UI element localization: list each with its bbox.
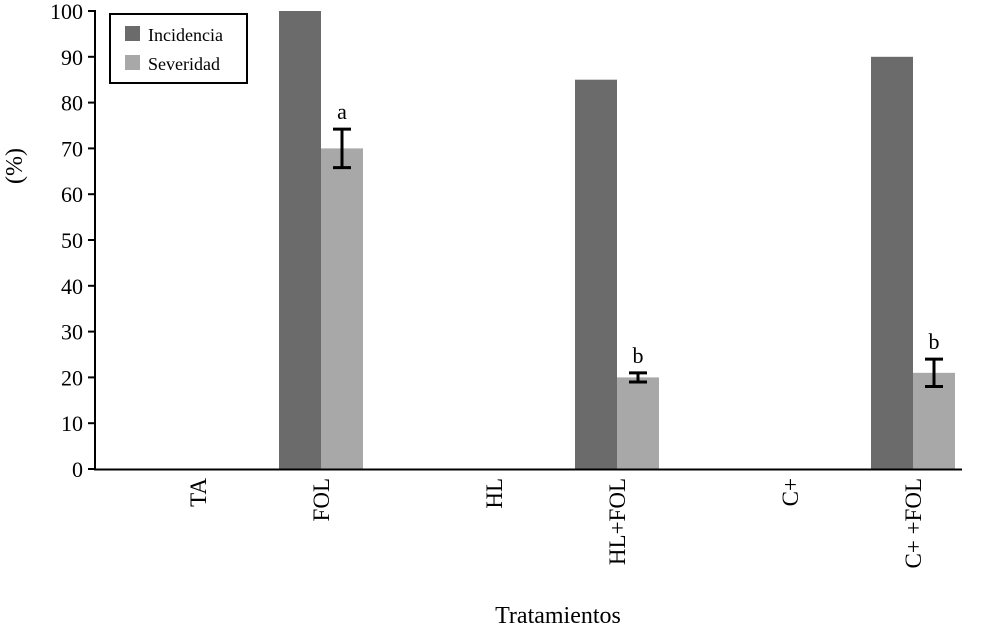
legend-swatch-incidencia — [125, 26, 140, 41]
bar-incidencia — [575, 79, 617, 469]
x-tick-label: HL — [482, 478, 507, 509]
bar-severidad — [913, 372, 955, 469]
x-tick-label: TA — [186, 478, 211, 507]
y-tick-label: 90 — [61, 45, 83, 70]
x-tick-label: C+ +FOL — [901, 478, 926, 568]
y-tick-label: 60 — [61, 182, 83, 207]
significance-label: b — [633, 343, 644, 368]
legend-swatch-severidad — [125, 55, 140, 70]
legend: Incidencia Severidad — [109, 13, 248, 84]
y-tick-label: 10 — [61, 411, 83, 436]
y-tick-label: 100 — [50, 0, 83, 24]
x-tick-label: FOL — [309, 478, 334, 521]
y-tick-label: 0 — [72, 457, 83, 482]
y-axis-label: (%) — [2, 148, 28, 184]
y-tick-label: 80 — [61, 91, 83, 116]
y-tick-label: 50 — [61, 228, 83, 253]
bar-incidencia — [871, 56, 913, 470]
bar-severidad — [617, 377, 659, 469]
y-tick-label: 30 — [61, 320, 83, 345]
legend-label-incidencia: Incidencia — [148, 25, 223, 45]
y-tick-label: 20 — [61, 365, 83, 390]
legend-box — [109, 13, 248, 84]
y-tick-label: 40 — [61, 274, 83, 299]
bar-incidencia — [279, 11, 321, 469]
x-tick-label: C+ — [778, 478, 803, 506]
bar-severidad — [321, 148, 363, 469]
x-axis-label: Tratamientos — [495, 603, 621, 628]
y-tick-label: 70 — [61, 136, 83, 161]
significance-label: b — [929, 329, 940, 354]
legend-label-severidad: Severidad — [148, 54, 220, 74]
x-tick-label: HL+FOL — [605, 478, 630, 565]
significance-label: a — [337, 99, 347, 124]
